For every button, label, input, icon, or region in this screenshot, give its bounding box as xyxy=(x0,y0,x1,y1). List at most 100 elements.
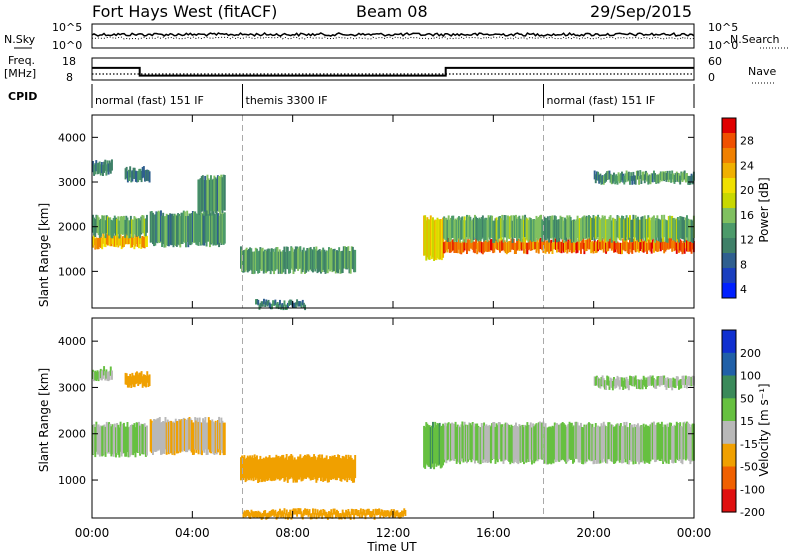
freq-tick-bottom: 8 xyxy=(66,71,73,84)
data-column xyxy=(595,217,598,240)
data-column xyxy=(678,241,680,253)
data-column xyxy=(668,422,671,460)
data-column xyxy=(682,171,685,181)
data-column xyxy=(627,380,630,391)
data-column xyxy=(601,237,604,250)
data-column xyxy=(109,217,112,236)
data-column xyxy=(691,175,694,185)
data-column xyxy=(469,237,472,249)
data-column xyxy=(663,424,666,462)
data-column xyxy=(682,240,685,253)
data-column xyxy=(333,248,336,272)
data-column xyxy=(675,218,678,241)
data-column xyxy=(143,218,146,237)
data-column xyxy=(565,426,568,464)
data-column xyxy=(673,424,676,462)
data-column xyxy=(632,171,635,181)
data-column xyxy=(443,216,446,239)
data-column xyxy=(613,377,615,387)
data-column xyxy=(495,217,498,240)
data-column xyxy=(126,171,129,183)
data-column xyxy=(328,459,330,483)
data-column xyxy=(127,427,130,458)
data-column xyxy=(470,220,473,243)
data-column xyxy=(687,218,690,241)
data-column xyxy=(146,425,148,456)
data-column xyxy=(209,420,211,453)
data-column xyxy=(481,243,484,255)
data-column xyxy=(469,216,472,240)
data-column xyxy=(678,220,680,243)
data-column xyxy=(294,508,297,515)
power-y-label: Slant Range [km] xyxy=(37,203,51,307)
data-column xyxy=(142,424,145,455)
data-column xyxy=(643,240,646,252)
data-column xyxy=(667,216,670,239)
data-column xyxy=(321,454,324,478)
data-column xyxy=(532,219,535,242)
data-column xyxy=(541,219,544,242)
data-column xyxy=(219,211,222,243)
data-column xyxy=(434,219,437,260)
y-tick-label: 1000 xyxy=(58,474,86,487)
colorbar-tick-label: 15 xyxy=(740,415,754,428)
data-column xyxy=(297,248,300,271)
data-column xyxy=(531,427,533,465)
data-column xyxy=(525,217,528,240)
data-column xyxy=(536,239,539,251)
data-column xyxy=(503,423,506,461)
data-column xyxy=(653,421,655,459)
data-column xyxy=(659,220,662,243)
data-column xyxy=(107,163,110,175)
data-column xyxy=(564,241,566,253)
data-column xyxy=(133,375,136,388)
data-column xyxy=(493,220,496,243)
data-column xyxy=(671,215,674,239)
data-column xyxy=(452,215,455,238)
data-column xyxy=(265,299,268,305)
data-column xyxy=(120,426,123,457)
data-column xyxy=(656,422,659,460)
data-column xyxy=(138,168,141,181)
data-column xyxy=(141,424,144,455)
data-column xyxy=(459,427,462,465)
data-column xyxy=(220,417,223,450)
data-column xyxy=(623,175,626,185)
data-column xyxy=(477,239,480,252)
data-column xyxy=(544,423,547,461)
data-column xyxy=(317,512,320,519)
data-column xyxy=(179,216,182,248)
data-column xyxy=(92,369,94,380)
data-column xyxy=(288,456,290,480)
data-column xyxy=(667,238,670,250)
data-column xyxy=(654,220,657,243)
data-column xyxy=(513,242,516,254)
data-column xyxy=(346,459,349,483)
data-column xyxy=(116,423,119,454)
data-column xyxy=(643,215,646,238)
data-column xyxy=(615,238,618,250)
data-column xyxy=(573,425,576,463)
data-column xyxy=(502,238,505,250)
data-column xyxy=(635,240,638,252)
data-column xyxy=(156,211,159,244)
data-column xyxy=(102,215,105,234)
data-column xyxy=(223,175,226,211)
data-column xyxy=(649,375,652,385)
nsky-line xyxy=(91,31,695,38)
data-column xyxy=(540,214,543,238)
data-column xyxy=(128,426,131,457)
data-column xyxy=(202,418,205,451)
data-column xyxy=(211,419,214,452)
data-column xyxy=(193,422,195,455)
data-column xyxy=(94,370,97,380)
data-column xyxy=(643,426,646,464)
data-column xyxy=(126,233,129,245)
data-column xyxy=(97,371,100,382)
data-column xyxy=(253,251,256,274)
data-column xyxy=(557,424,560,462)
data-column xyxy=(330,456,333,480)
data-column xyxy=(104,235,107,248)
data-column xyxy=(363,509,366,516)
data-column xyxy=(313,454,316,478)
